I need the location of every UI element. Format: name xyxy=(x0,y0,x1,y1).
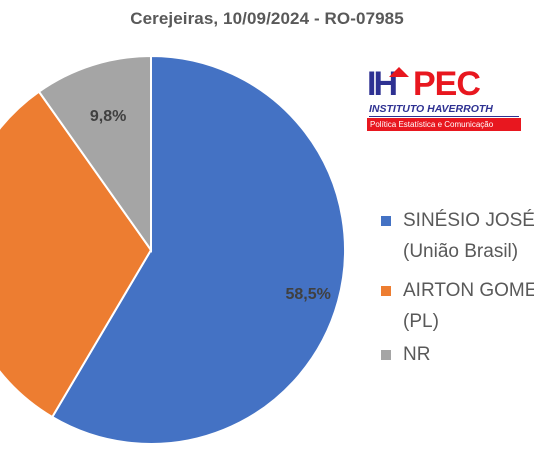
chart-title: Cerejeiras, 10/09/2024 - RO-07985 xyxy=(130,9,404,28)
slice-data-label: 9,8% xyxy=(90,108,126,125)
legend-swatch xyxy=(381,216,391,226)
legend-label-sub: (PL) xyxy=(403,311,439,332)
pie-slice xyxy=(0,90,153,419)
logo-mark-right: PEC xyxy=(413,65,481,103)
logo-institute-name: INSTITUTO HAVERROTH xyxy=(369,103,519,117)
slice-data-label: 58,5% xyxy=(285,286,330,303)
pie-slice xyxy=(50,54,346,445)
ihpec-logo: IH PEC INSTITUTO HAVERROTH Política Esta… xyxy=(367,66,523,134)
pie-slice xyxy=(37,54,152,254)
logo-tagline: Política Estatística e Comunicação xyxy=(367,118,521,131)
legend-label: SINÉSIO JOSÉ xyxy=(403,210,534,231)
legend-label: AIRTON GOMES xyxy=(403,280,534,301)
logo-roof-icon xyxy=(389,67,409,77)
legend-swatch xyxy=(381,286,391,296)
legend-label: NR xyxy=(403,344,431,365)
legend-label-sub: (União Brasil) xyxy=(403,241,519,262)
legend-swatch xyxy=(381,350,391,360)
